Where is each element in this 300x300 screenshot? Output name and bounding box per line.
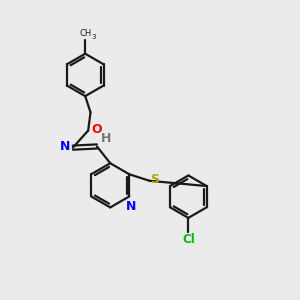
Text: S: S bbox=[151, 172, 160, 185]
Text: 3: 3 bbox=[92, 34, 96, 40]
Text: CH: CH bbox=[79, 29, 91, 38]
Text: Cl: Cl bbox=[182, 233, 195, 246]
Text: N: N bbox=[60, 140, 70, 153]
Text: N: N bbox=[126, 200, 136, 214]
Text: H: H bbox=[100, 132, 111, 145]
Text: O: O bbox=[92, 123, 102, 136]
